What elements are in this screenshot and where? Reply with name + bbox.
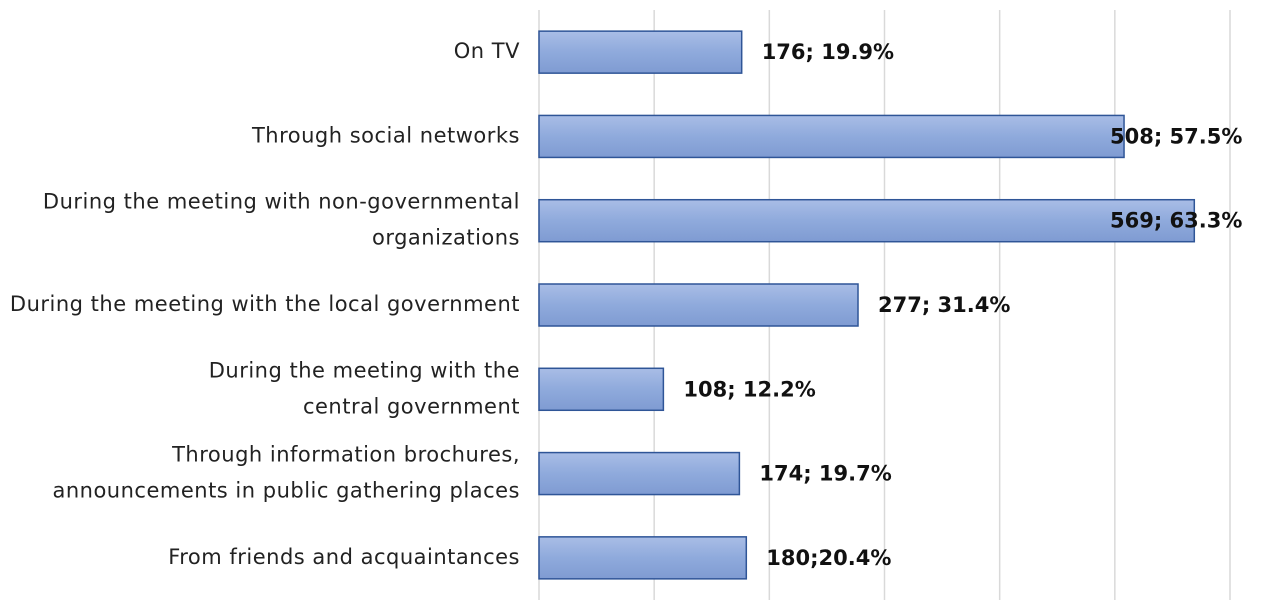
bar xyxy=(538,30,743,74)
value-label: 508; 57.5% xyxy=(1110,124,1242,148)
value-label: 174; 19.7% xyxy=(759,462,891,486)
category-label: Through social networks xyxy=(251,123,520,147)
category-line: During the meeting with the xyxy=(209,358,520,382)
category-label: On TV xyxy=(454,39,520,63)
category-line: From friends and acquaintances xyxy=(168,545,520,569)
category-label: Through information brochures, announceme… xyxy=(52,443,520,503)
bar xyxy=(538,367,665,412)
category-label: During the meeting with the central gover… xyxy=(209,358,520,418)
bar xyxy=(538,198,1196,243)
category-label: During the meeting with the local govern… xyxy=(10,292,520,316)
value-label: 108; 12.2% xyxy=(683,377,815,401)
bar xyxy=(538,114,1125,159)
category-line: On TV xyxy=(454,39,520,63)
category-line: Through social networks xyxy=(251,123,520,147)
category-line: central government xyxy=(303,394,520,418)
value-label: 176; 19.9% xyxy=(762,40,894,64)
value-label: 569; 63.3% xyxy=(1110,209,1242,233)
value-label: 180;20.4% xyxy=(766,546,891,570)
category-label: From friends and acquaintances xyxy=(168,545,520,569)
value-label: 277; 31.4% xyxy=(878,293,1010,317)
category-label: During the meeting with non-governmental… xyxy=(43,190,520,250)
category-line: During the meeting with non-governmental xyxy=(43,190,520,214)
bar xyxy=(538,283,859,327)
category-line: During the meeting with the local govern… xyxy=(10,292,520,316)
category-line: Through information brochures, xyxy=(171,443,520,467)
category-line: announcements in public gathering places xyxy=(52,479,520,503)
category-line: organizations xyxy=(372,226,520,250)
bar xyxy=(538,451,741,496)
bar xyxy=(538,536,748,580)
